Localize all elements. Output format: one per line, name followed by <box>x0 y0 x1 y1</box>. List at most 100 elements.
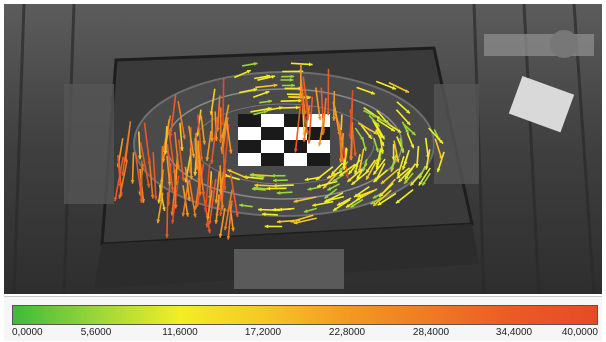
vector-arrowhead <box>289 78 294 82</box>
vector-arrowhead <box>214 220 219 224</box>
vector-arrowhead <box>298 94 303 99</box>
displacement-vector <box>206 130 212 162</box>
vector-arrowhead <box>418 181 423 186</box>
displacement-vector <box>200 115 206 145</box>
displacement-vector <box>293 217 317 225</box>
vector-arrowhead <box>221 122 225 126</box>
vector-arrowhead <box>375 148 379 153</box>
vector-arrowhead <box>362 167 366 172</box>
displacement-vector <box>188 125 195 158</box>
vector-arrowhead <box>400 149 405 153</box>
vector-arrowhead <box>276 191 281 195</box>
vector-arrowhead <box>218 139 223 143</box>
vector-arrowhead <box>373 202 378 206</box>
vector-arrowhead <box>370 91 375 95</box>
vector-arrowhead <box>326 111 331 116</box>
displacement-vector <box>166 155 171 186</box>
vector-arrowhead <box>308 62 313 67</box>
vector-arrowhead <box>226 235 231 240</box>
vector-arrowhead <box>316 176 320 180</box>
displacement-vector <box>299 91 309 135</box>
vector-field-photo <box>4 4 602 294</box>
vector-arrowhead <box>436 168 441 173</box>
vector-arrowhead <box>404 179 408 184</box>
vector-arrowhead <box>350 203 355 208</box>
vector-arrowhead <box>218 233 223 238</box>
displacement-vector <box>250 107 272 113</box>
displacement-vector <box>436 151 445 173</box>
displacement-vector <box>276 219 301 223</box>
displacement-vector <box>168 131 176 175</box>
displacement-vector <box>315 166 334 181</box>
displacement-vector <box>257 208 280 212</box>
vector-arrowhead <box>130 180 135 184</box>
vector-arrowhead <box>332 117 336 121</box>
vector-arrowhead <box>373 130 378 135</box>
vector-arrowhead <box>360 136 364 141</box>
vector-arrowhead <box>339 172 344 176</box>
displacement-vector <box>174 131 180 170</box>
vector-arrowhead <box>302 137 307 142</box>
vector-arrowhead <box>199 156 204 161</box>
displacement-vector <box>188 179 197 218</box>
vector-arrowhead <box>123 158 128 162</box>
displacement-vector <box>171 179 177 216</box>
displacement-vector <box>315 87 321 121</box>
vector-arrowhead <box>214 199 219 204</box>
vector-arrowhead <box>205 223 210 228</box>
vector-arrowhead <box>215 127 220 132</box>
vector-arrowhead <box>398 178 403 183</box>
vector-arrowhead <box>263 110 268 114</box>
vector-arrowhead <box>337 202 342 206</box>
vector-arrowhead <box>377 201 382 206</box>
displacement-vector <box>215 171 220 204</box>
displacement-vector <box>219 207 226 238</box>
displacement-vector <box>280 99 303 102</box>
vector-arrowhead <box>113 197 118 202</box>
displacement-vector <box>152 152 157 200</box>
vector-arrowhead <box>181 177 186 182</box>
vector-arrowhead <box>168 133 173 138</box>
vector-arrowhead <box>380 142 385 146</box>
vector-arrowhead <box>410 144 415 149</box>
displacement-vector <box>222 77 225 126</box>
vector-arrowhead <box>157 199 161 204</box>
vector-arrowhead <box>366 175 370 180</box>
vector-arrowhead <box>331 170 336 175</box>
bottom-block <box>234 249 344 289</box>
displacement-vector <box>118 159 128 199</box>
vector-arrowhead <box>368 134 372 139</box>
displacement-vector <box>377 192 397 206</box>
displacement-vector <box>210 88 216 116</box>
vector-arrowhead <box>405 89 409 93</box>
vector-arrowhead <box>165 234 169 238</box>
vector-arrowhead <box>380 149 385 154</box>
vector-arrowhead <box>307 95 311 99</box>
vector-arrowhead <box>254 183 259 188</box>
vector-arrowhead <box>163 150 168 155</box>
vector-arrowhead <box>170 187 175 191</box>
vector-arrowhead <box>373 178 378 183</box>
displacement-vector <box>194 138 198 170</box>
vector-arrowhead <box>346 203 350 208</box>
displacement-vector <box>228 201 235 232</box>
colorbar-tick-label: 40,0000 <box>561 327 598 338</box>
vector-arrowhead <box>262 212 266 217</box>
vector-arrowhead <box>397 172 401 176</box>
vector-arrowhead <box>312 203 317 207</box>
vector-arrowhead <box>189 176 194 180</box>
displacement-vector <box>312 200 334 207</box>
vector-arrowhead <box>305 130 310 135</box>
vector-arrowhead <box>318 142 322 147</box>
displacement-vector <box>318 115 325 147</box>
vector-arrowhead <box>404 175 409 180</box>
vector-arrowhead <box>422 181 426 186</box>
displacement-vector <box>388 81 410 94</box>
vector-arrowhead <box>227 169 232 173</box>
vector-arrowhead <box>353 152 357 157</box>
displacement-vector <box>302 108 306 137</box>
displacement-vector <box>169 94 177 138</box>
displacement-vector <box>294 105 302 153</box>
vector-arrowhead <box>147 161 152 166</box>
displacement-vector <box>350 170 370 186</box>
